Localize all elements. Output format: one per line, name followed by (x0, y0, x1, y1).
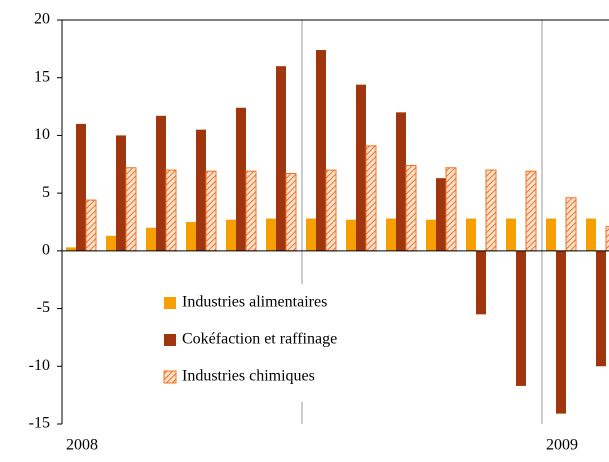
x-tick-label: 2008 (66, 437, 98, 454)
bar (365, 145, 377, 252)
legend-label: Cokéfaction et raffinage (182, 331, 337, 348)
bar (546, 218, 556, 251)
bar (405, 164, 417, 252)
bar (586, 218, 596, 251)
bar (236, 107, 246, 251)
bar (565, 197, 577, 252)
bar (386, 218, 396, 251)
bar (316, 50, 326, 251)
legend-swatch (163, 370, 177, 384)
bar (436, 178, 446, 251)
y-tick-label: 15 (34, 68, 50, 85)
bar (356, 84, 366, 251)
bar (306, 218, 316, 251)
bar (85, 199, 97, 252)
y-tick-label: -5 (37, 299, 50, 316)
bar (205, 170, 217, 252)
y-tick-label: 0 (42, 242, 50, 259)
y-tick-label: 10 (34, 126, 50, 143)
bar (596, 250, 606, 367)
bar (476, 250, 486, 315)
bar (156, 115, 166, 251)
bar (285, 173, 297, 252)
bar (525, 170, 537, 252)
bar (165, 169, 177, 252)
bar (146, 227, 156, 251)
legend-swatch (164, 297, 176, 309)
bar (186, 222, 196, 251)
bar (106, 235, 116, 251)
y-tick-label: 20 (34, 11, 50, 28)
bar (466, 218, 476, 251)
bar (506, 218, 516, 251)
bar (325, 169, 337, 252)
y-tick-label: -10 (29, 357, 50, 374)
legend-label: Industries chimiques (182, 368, 315, 385)
legend-box (158, 284, 413, 402)
bar (125, 167, 137, 252)
bar (605, 226, 609, 252)
bar (66, 247, 76, 251)
bar (266, 218, 276, 251)
bar (276, 66, 286, 251)
bar (76, 123, 86, 251)
bar (245, 170, 257, 252)
bar (396, 112, 406, 251)
bar (556, 250, 566, 414)
bar (516, 250, 526, 386)
bar (485, 169, 497, 252)
legend-swatch (164, 334, 176, 346)
bar (445, 167, 457, 252)
bar (116, 135, 126, 251)
y-tick-label: -15 (29, 415, 50, 432)
x-tick-label: 2009 (546, 437, 578, 454)
bar (196, 129, 206, 251)
legend-label: Industries alimentaires (182, 294, 327, 311)
bar (226, 219, 236, 251)
bar (426, 219, 436, 251)
y-tick-label: 5 (42, 184, 50, 201)
bar (346, 219, 356, 251)
